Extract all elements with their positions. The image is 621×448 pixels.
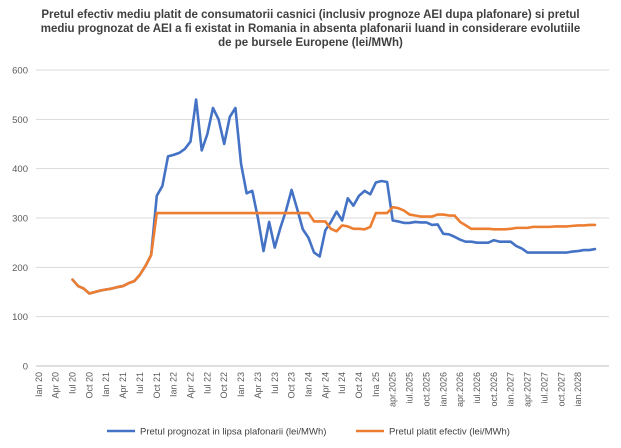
x-tick-label: apr.2026 [455, 372, 465, 407]
x-tick-label: Iul 24 [337, 372, 347, 394]
x-tick-label: Ina 25 [371, 372, 381, 397]
series-line-paid [71, 205, 597, 295]
x-tick-label: Iul 21 [135, 372, 145, 394]
y-tick-label: 0 [23, 362, 28, 373]
x-tick-label: oct.2027 [556, 372, 566, 407]
x-tick-label: apr.2027 [523, 372, 533, 407]
y-tick-label: 400 [12, 164, 28, 175]
x-tick-label: Oct 20 [84, 372, 94, 399]
y-tick-label: 600 [12, 66, 28, 77]
x-tick-label: Iul 20 [68, 372, 78, 394]
x-tick-label: oct.2025 [421, 372, 431, 407]
x-tick-label: oct.2026 [489, 372, 499, 407]
x-tick-label: Oct 22 [219, 372, 229, 399]
x-tick-label: Iul 23 [270, 372, 280, 394]
series-line-forecast [71, 98, 597, 295]
legend-label: Pretul prognozat in lipsa plafonarii (le… [140, 427, 326, 438]
x-tick-label: Apr 20 [51, 372, 61, 399]
x-tick-label: Ian 24 [303, 372, 313, 397]
x-tick-label: iul.2026 [472, 372, 482, 404]
x-tick-label: apr.2025 [388, 372, 398, 407]
x-tick-label: Ian 21 [101, 372, 111, 397]
chart-title: Pretul efectiv mediu platit de consumato… [40, 9, 581, 49]
x-tick-label: Apr 24 [320, 372, 330, 399]
x-tick-label: Ian 23 [236, 372, 246, 397]
x-tick-label: iul.2027 [539, 372, 549, 404]
x-tick-label: Oct 24 [354, 372, 364, 399]
legend-label: Pretul platit efectiv (lei/MWh) [389, 427, 510, 438]
x-tick-label: ian.2026 [438, 372, 448, 407]
y-tick-label: 200 [12, 263, 28, 274]
x-tick-label: Apr 23 [253, 372, 263, 399]
x-tick-label: ian.2027 [506, 372, 516, 407]
x-tick-label: Apr 22 [185, 372, 195, 399]
y-tick-label: 100 [12, 312, 28, 323]
y-tick-label: 500 [12, 115, 28, 126]
y-tick-label: 300 [12, 214, 28, 225]
x-tick-label: Oct 21 [152, 372, 162, 399]
x-tick-label: Apr 21 [118, 372, 128, 399]
x-tick-label: ian.2028 [573, 372, 583, 407]
x-tick-label: Iul 22 [202, 372, 212, 394]
x-tick-label: Ian 22 [169, 372, 179, 397]
x-tick-label: iul.2025 [405, 372, 415, 404]
x-tick-label: Oct 23 [287, 372, 297, 399]
x-tick-label: Ian 20 [34, 372, 44, 397]
